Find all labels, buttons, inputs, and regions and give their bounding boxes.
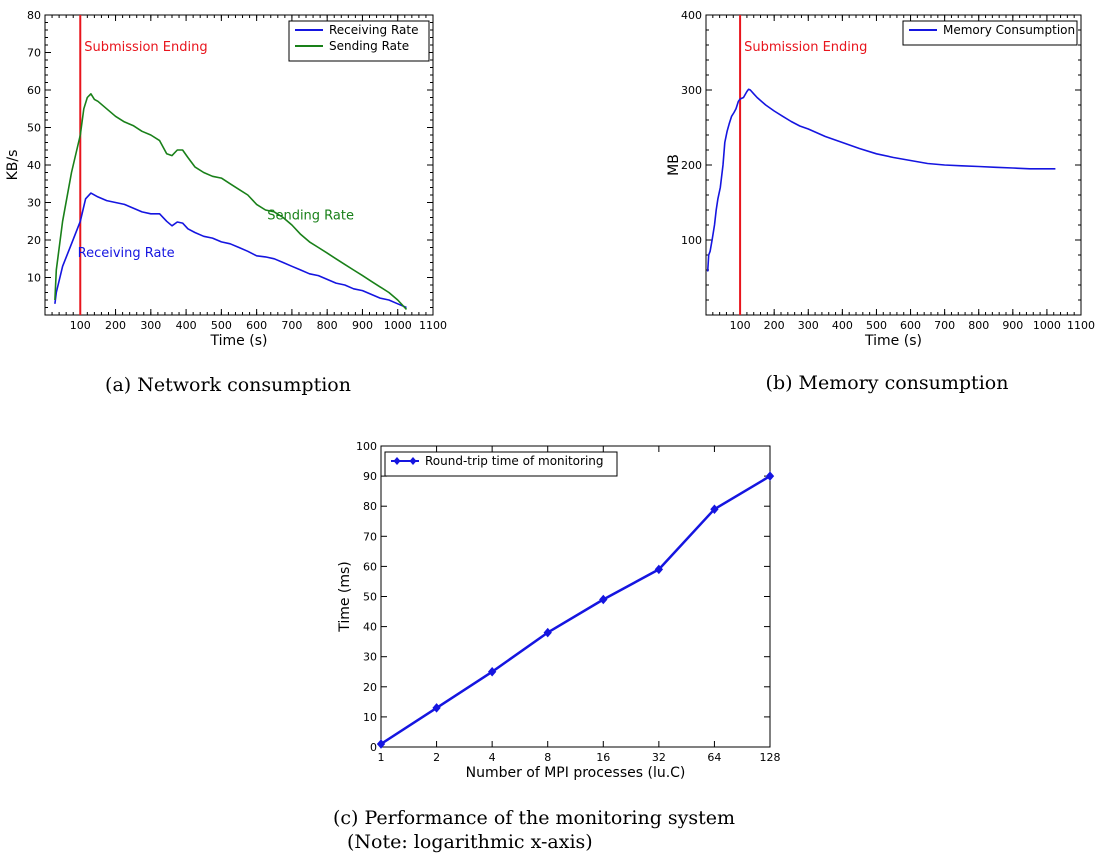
data-point — [710, 504, 719, 514]
y-axis-label: KB/s — [5, 150, 21, 181]
legend-entry: Sending Rate — [329, 39, 409, 53]
y-axis-label: MB — [666, 154, 682, 176]
data-point — [376, 739, 386, 749]
series-line-1 — [54, 93, 408, 310]
x-tick-label: 1100 — [1067, 319, 1095, 332]
x-tick-label: 32 — [652, 751, 666, 764]
figure-caption: (a) Network consumption — [105, 374, 351, 396]
x-tick-label: 100 — [70, 319, 91, 332]
legend-marker — [409, 457, 417, 465]
x-tick-label: 900 — [1002, 319, 1023, 332]
series-annotation: Receiving Rate — [78, 246, 175, 261]
x-axis-label: Number of MPI processes (lu.C) — [466, 765, 686, 781]
y-tick-label: 50 — [27, 122, 41, 135]
x-axis-label: Time (s) — [864, 333, 922, 349]
y-tick-label: 200 — [681, 159, 702, 172]
legend-entry: Receiving Rate — [329, 23, 418, 37]
y-tick-label: 40 — [363, 621, 377, 634]
y-tick-label: 70 — [363, 530, 377, 543]
series-line-0 — [380, 475, 771, 746]
y-tick-label: 300 — [681, 84, 702, 97]
y-axis-label: Time (ms) — [337, 561, 353, 633]
x-tick-label: 8 — [544, 751, 551, 764]
x-tick-label: 4 — [489, 751, 496, 764]
y-tick-label: 20 — [363, 681, 377, 694]
x-tick-label: 16 — [596, 751, 610, 764]
x-tick-label: 500 — [866, 319, 887, 332]
x-tick-label: 600 — [246, 319, 267, 332]
x-tick-label: 200 — [764, 319, 785, 332]
data-point — [487, 666, 497, 677]
x-tick-label: 700 — [934, 319, 955, 332]
y-tick-label: 100 — [681, 234, 702, 247]
y-tick-label: 10 — [27, 272, 41, 285]
data-point — [765, 471, 775, 481]
y-tick-label: 80 — [363, 500, 377, 513]
legend: Receiving Rate Sending Rate — [288, 20, 430, 62]
x-tick-label: 400 — [832, 319, 853, 332]
y-tick-label: 30 — [27, 197, 41, 210]
legend-entry: Round-trip time of monitoring — [425, 454, 604, 468]
x-tick-label: 128 — [760, 751, 781, 764]
chart-a: 100 200 300 400 500 600 700 800 900 1000 1100 10 20 3… — [5, 9, 447, 396]
y-tick-label: 10 — [363, 711, 377, 724]
submission-ending-label: Submission Ending — [84, 40, 207, 55]
x-tick-label: 900 — [352, 319, 373, 332]
x-tick-label: 64 — [707, 751, 721, 764]
y-tick-label: 20 — [27, 234, 41, 247]
x-tick-label: 800 — [317, 319, 338, 332]
x-tick-label: 800 — [968, 319, 989, 332]
figure-caption-note: (Note: logarithmic x-axis) — [347, 831, 593, 853]
x-tick-label: 1100 — [419, 319, 447, 332]
data-point — [543, 627, 552, 638]
y-tick-label: 80 — [27, 9, 41, 22]
figure-caption: (c) Performance of the monitoring system — [333, 807, 735, 829]
plot-frame — [705, 14, 1082, 316]
legend-entry: Memory Consumption — [943, 23, 1075, 37]
y-tick-label: 70 — [27, 47, 41, 60]
plot-frame — [380, 445, 771, 748]
series-line-0 — [54, 192, 407, 309]
series-annotation: Sending Rate — [267, 208, 354, 223]
y-tick-label: 90 — [363, 470, 377, 483]
x-tick-label: 1000 — [1033, 319, 1061, 332]
x-tick-label: 400 — [176, 319, 197, 332]
legend-box — [288, 20, 430, 62]
x-tick-label: 700 — [281, 319, 302, 332]
x-tick-label: 1000 — [384, 319, 412, 332]
x-tick-label: 2 — [433, 751, 440, 764]
legend-box — [384, 451, 618, 477]
legend-box — [902, 20, 1078, 46]
x-tick-label: 300 — [798, 319, 819, 332]
legend-marker — [393, 457, 401, 465]
x-tick-label: 1 — [378, 751, 385, 764]
y-tick-label: 0 — [370, 741, 377, 754]
x-tick-label: 500 — [211, 319, 232, 332]
x-axis-label: Time (s) — [210, 333, 268, 349]
submission-ending-label: Submission Ending — [744, 40, 867, 55]
y-tick-label: 60 — [363, 560, 377, 573]
x-tick-label: 200 — [105, 319, 126, 332]
series-line-0 — [706, 88, 1056, 272]
data-point — [599, 594, 608, 605]
y-tick-label: 30 — [363, 651, 377, 664]
legend: Round-trip time of monitoring — [384, 451, 618, 477]
legend: Memory Consumption — [902, 20, 1078, 46]
data-point — [432, 703, 441, 713]
chart-c: 1 2 4 8 16 32 64 128 0 10 20 30 40 50 60 70 80 90 100 Numbe… — [333, 440, 781, 853]
y-tick-label: 60 — [27, 84, 41, 97]
y-tick-label: 100 — [356, 440, 377, 453]
y-tick-label: 40 — [27, 159, 41, 172]
y-tick-label: 50 — [363, 591, 377, 604]
x-tick-label: 100 — [730, 319, 751, 332]
chart-b: 100 200 300 400 500 600 700 800 900 1000 1100 100 20… — [666, 9, 1095, 394]
data-point — [654, 564, 664, 575]
figure-caption: (b) Memory consumption — [766, 372, 1009, 394]
x-tick-label: 600 — [900, 319, 921, 332]
y-tick-label: 400 — [681, 9, 702, 22]
x-tick-label: 300 — [140, 319, 161, 332]
